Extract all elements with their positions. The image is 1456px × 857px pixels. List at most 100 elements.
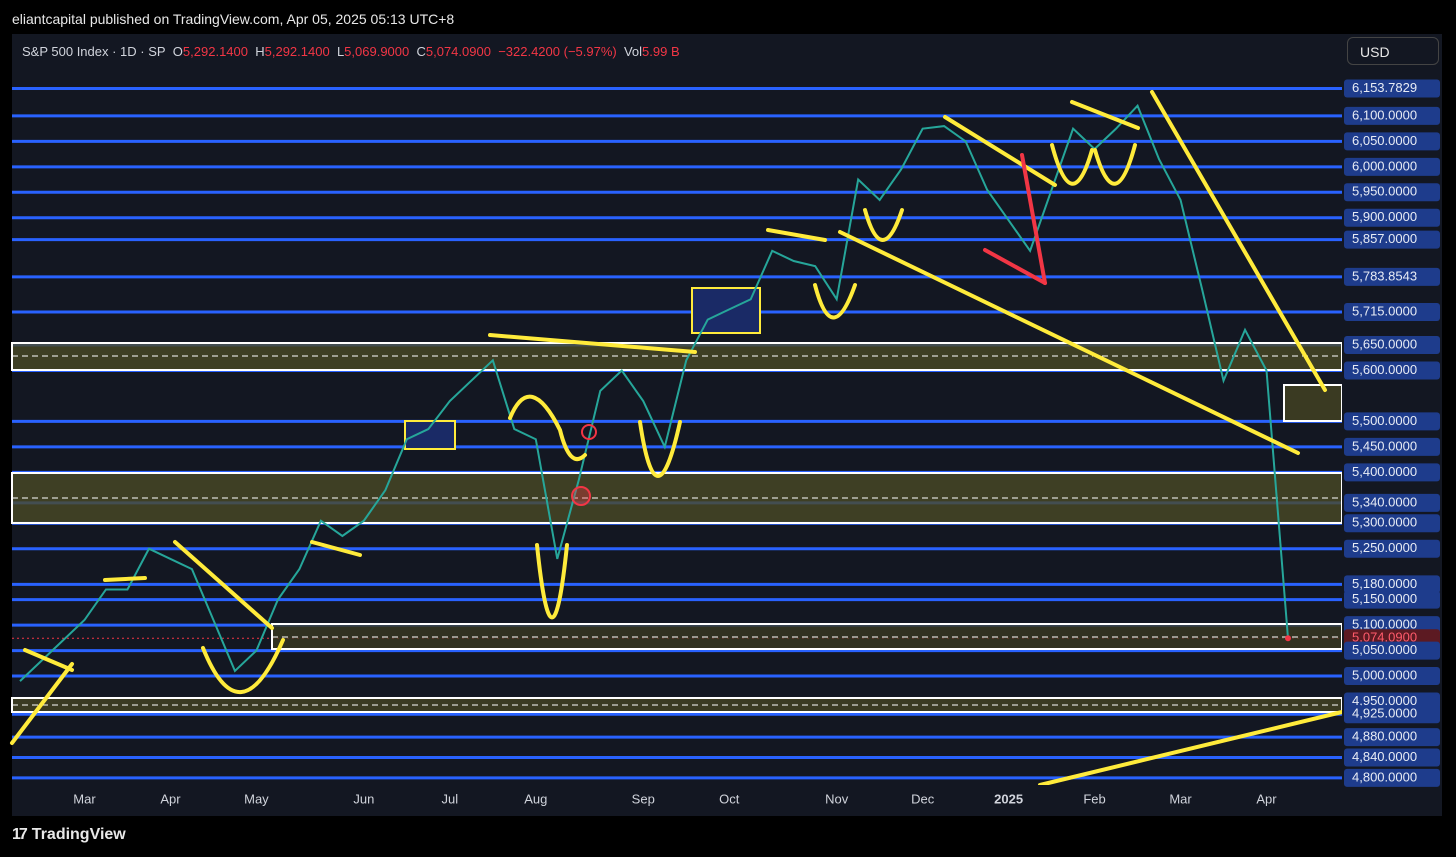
brand: 17 TradingView bbox=[12, 826, 126, 843]
y-tick-box bbox=[1344, 463, 1440, 482]
trendline bbox=[173, 540, 274, 630]
marker bbox=[571, 486, 591, 506]
y-tick-label: 5,074.0900 bbox=[1352, 630, 1417, 645]
curve bbox=[508, 394, 587, 462]
box bbox=[404, 420, 456, 450]
volume-key: Vol bbox=[623, 44, 643, 59]
x-tick-label: Dec bbox=[911, 791, 935, 806]
trendline bbox=[943, 115, 1057, 187]
x-tick-label: Apr bbox=[1256, 791, 1277, 806]
x-tick-label: Nov bbox=[825, 791, 849, 806]
time-axis bbox=[12, 785, 1342, 816]
labels: 6,153.7829 6,100.0000 6,050.0000 6,000.0000… bbox=[73, 79, 1440, 806]
red-line bbox=[983, 248, 1047, 285]
y-tick-box bbox=[1344, 437, 1440, 456]
y-tick-label: 5,100.0000 bbox=[1352, 617, 1417, 632]
y-tick-label: 5,340.0000 bbox=[1352, 494, 1417, 509]
y-tick-label: 5,500.0000 bbox=[1352, 413, 1417, 428]
brand-name: TradingView bbox=[31, 826, 126, 843]
u-shape bbox=[863, 208, 904, 242]
currency-button[interactable]: USD bbox=[1347, 37, 1439, 65]
y-tick-label: 6,153.7829 bbox=[1352, 80, 1417, 95]
y-tick-label: 5,250.0000 bbox=[1352, 540, 1417, 555]
y-tick-label: 6,100.0000 bbox=[1352, 107, 1417, 122]
close: 5,074.0900 bbox=[425, 44, 491, 59]
symbol: S&P 500 Index · 1D · SP bbox=[22, 44, 166, 59]
publisher: eliantcapital published on TradingView.c… bbox=[12, 11, 455, 27]
y-tick-label: 5,600.0000 bbox=[1352, 362, 1417, 377]
chart-bg bbox=[12, 34, 1442, 816]
y-tick-box bbox=[1344, 748, 1440, 767]
y-tick-label: 5,050.0000 bbox=[1352, 642, 1417, 657]
last-price bbox=[1285, 635, 1291, 642]
x-tick-label: Aug bbox=[524, 791, 547, 806]
trendline bbox=[1150, 90, 1327, 392]
x-tick-label: May bbox=[244, 791, 269, 806]
high: 5,292.1400 bbox=[264, 44, 330, 59]
low-key: L bbox=[336, 44, 345, 59]
y-tick-box bbox=[1344, 157, 1440, 176]
x-tick-label: Feb bbox=[1083, 791, 1105, 806]
y-tick-box bbox=[1344, 336, 1440, 355]
x-tick-label: Mar bbox=[73, 791, 96, 806]
x-tick-label: Mar bbox=[1169, 791, 1192, 806]
y-tick-box bbox=[1344, 106, 1440, 125]
trendline bbox=[488, 333, 697, 354]
y-tick-box bbox=[1344, 768, 1440, 787]
x-tick-label: Jun bbox=[353, 791, 374, 806]
trendline bbox=[310, 540, 362, 557]
y-tick-box bbox=[1344, 208, 1440, 227]
y-tick-box bbox=[1344, 728, 1440, 747]
y-tick-label: 5,300.0000 bbox=[1352, 515, 1417, 530]
x-tick-label: Oct bbox=[719, 791, 740, 806]
y-tick-label: 5,900.0000 bbox=[1352, 209, 1417, 224]
marker bbox=[581, 424, 597, 440]
u-shape bbox=[1093, 143, 1137, 186]
u-shape bbox=[1050, 143, 1094, 186]
y-tick-box bbox=[1344, 183, 1440, 202]
u-shape bbox=[535, 543, 569, 620]
trendline bbox=[10, 662, 74, 745]
price-line bbox=[19, 103, 1289, 682]
trendline bbox=[838, 230, 1300, 455]
y-tick-label: 6,050.0000 bbox=[1352, 133, 1417, 148]
y-tick-label: 5,150.0000 bbox=[1352, 591, 1417, 606]
box bbox=[1283, 384, 1343, 422]
legend: S&P 500 Index · 1D · SP O5,292.1400 H5,2… bbox=[22, 44, 680, 59]
change: −322.4200 (−5.97%) bbox=[498, 44, 617, 59]
y-tick-box bbox=[1344, 539, 1440, 558]
y-tick-box bbox=[1344, 412, 1440, 431]
u-shape bbox=[201, 638, 285, 695]
y-tick-box bbox=[1344, 641, 1440, 660]
plot bbox=[19, 103, 1291, 682]
y-tick-label: 4,950.0000 bbox=[1352, 693, 1417, 708]
y-tick-box bbox=[1344, 575, 1440, 594]
y-tick-label: 5,650.0000 bbox=[1352, 336, 1417, 351]
y-tick-label: 4,880.0000 bbox=[1352, 729, 1417, 744]
trendline bbox=[766, 228, 827, 242]
x-tick-label: Jul bbox=[442, 791, 459, 806]
high-key: H bbox=[255, 44, 265, 59]
close-key: C bbox=[416, 44, 426, 59]
red-line bbox=[1020, 153, 1047, 285]
drawings bbox=[10, 90, 1344, 787]
y-tick-box bbox=[1344, 361, 1440, 380]
y-tick-box bbox=[1344, 267, 1440, 286]
x-tick-label: Sep bbox=[632, 791, 655, 806]
y-tick-box bbox=[1344, 590, 1440, 609]
y-tick-label: 5,950.0000 bbox=[1352, 184, 1417, 199]
y-tick-label: 4,800.0000 bbox=[1352, 769, 1417, 784]
y-tick-label: 4,840.0000 bbox=[1352, 749, 1417, 764]
y-tick-box bbox=[1344, 514, 1440, 533]
y-tick-label: 6,000.0000 bbox=[1352, 158, 1417, 173]
y-tick-box bbox=[1344, 132, 1440, 151]
y-tick-box bbox=[1344, 79, 1440, 98]
y-tick-label: 5,783.8543 bbox=[1352, 268, 1417, 283]
trendline bbox=[1038, 710, 1344, 787]
y-tick-box bbox=[1344, 230, 1440, 249]
x-tick-label: Apr bbox=[160, 791, 181, 806]
y-tick-label: 5,715.0000 bbox=[1352, 303, 1417, 318]
trendline bbox=[103, 576, 147, 582]
y-tick-label: 5,400.0000 bbox=[1352, 464, 1417, 479]
y-tick-box bbox=[1344, 667, 1440, 686]
